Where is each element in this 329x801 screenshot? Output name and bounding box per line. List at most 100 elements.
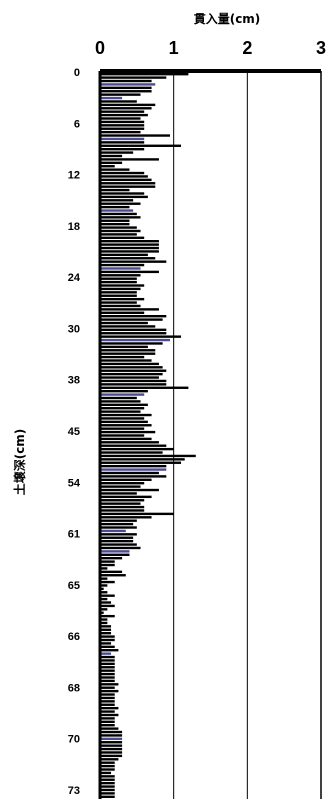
bar — [100, 212, 137, 216]
bar — [100, 795, 115, 798]
bar — [100, 86, 152, 90]
bar — [100, 393, 145, 396]
bar — [100, 325, 156, 328]
bar — [100, 516, 152, 519]
bar — [100, 349, 156, 352]
bar — [100, 345, 148, 349]
bar — [100, 512, 174, 516]
bar — [100, 233, 137, 236]
bar — [100, 113, 148, 117]
bar — [100, 407, 145, 410]
bar — [100, 713, 119, 717]
bar — [100, 165, 115, 168]
bar — [100, 263, 145, 267]
bar — [100, 372, 163, 376]
bar — [100, 454, 196, 458]
bar — [100, 103, 156, 107]
bar — [100, 591, 108, 594]
bar — [100, 83, 156, 86]
x-tick-label: 0 — [95, 38, 105, 58]
bar — [100, 284, 145, 287]
bar — [100, 485, 141, 488]
bar — [100, 257, 156, 260]
bar — [100, 724, 115, 727]
bar — [100, 696, 115, 700]
bar — [100, 178, 152, 182]
bar — [100, 727, 119, 730]
y-tick-label: 24 — [68, 272, 81, 284]
bar — [100, 253, 148, 257]
y-tick-label: 30 — [68, 323, 80, 335]
bar — [100, 584, 108, 587]
bar — [100, 553, 130, 556]
y-tick-label: 38 — [68, 375, 80, 387]
bar — [100, 424, 152, 427]
bar — [100, 134, 170, 137]
bar — [100, 505, 145, 509]
bar — [100, 304, 141, 308]
bar — [100, 539, 134, 543]
bar — [100, 679, 115, 683]
bar — [100, 529, 126, 533]
bar — [100, 495, 152, 499]
bar — [100, 332, 167, 335]
bar — [100, 574, 126, 577]
bar — [100, 689, 119, 693]
bar — [100, 417, 145, 420]
bar — [100, 788, 115, 792]
bar — [100, 642, 112, 645]
bar — [100, 76, 167, 79]
bar — [100, 437, 152, 441]
bar — [100, 311, 145, 314]
bar — [100, 260, 167, 263]
bar — [100, 226, 137, 229]
y-tick-label: 73 — [68, 785, 80, 797]
bar — [100, 144, 182, 147]
bar — [100, 229, 141, 233]
bar — [100, 737, 123, 741]
y-tick-label: 6 — [74, 118, 80, 130]
bar — [100, 686, 115, 689]
x-axis-title: 貫入量(cm) — [194, 12, 261, 26]
bar — [100, 352, 156, 355]
bar — [100, 611, 104, 614]
bar — [100, 147, 145, 151]
bar — [100, 107, 152, 110]
bar — [100, 499, 145, 502]
y-tick-label: 18 — [68, 221, 80, 233]
bar — [100, 359, 152, 362]
bar — [100, 560, 115, 563]
bar — [100, 608, 108, 611]
y-tick-label: 45 — [68, 426, 80, 438]
bar — [100, 618, 108, 621]
bar — [100, 580, 115, 584]
bar — [100, 243, 159, 246]
bar — [100, 294, 137, 297]
bar — [100, 342, 163, 345]
bar — [100, 543, 137, 546]
x-tick-label: 1 — [169, 38, 179, 58]
y-tick-label: 68 — [68, 682, 80, 694]
bar — [100, 141, 145, 144]
bar — [100, 420, 148, 424]
bar — [100, 519, 137, 522]
bar — [100, 216, 141, 219]
bar — [100, 219, 130, 222]
bar — [100, 458, 185, 461]
bar — [100, 471, 159, 475]
bar — [100, 386, 189, 389]
bar — [100, 379, 167, 383]
y-tick-label: 66 — [68, 631, 80, 643]
bar — [100, 185, 156, 188]
bar — [100, 655, 115, 659]
bar — [100, 93, 141, 96]
bar — [100, 100, 137, 103]
bar — [100, 137, 145, 141]
y-tick-label: 70 — [68, 734, 80, 746]
bar — [100, 130, 141, 134]
bar — [100, 376, 159, 379]
bar — [100, 250, 159, 253]
bar — [100, 706, 119, 710]
bar — [100, 638, 115, 642]
bar — [100, 577, 108, 580]
